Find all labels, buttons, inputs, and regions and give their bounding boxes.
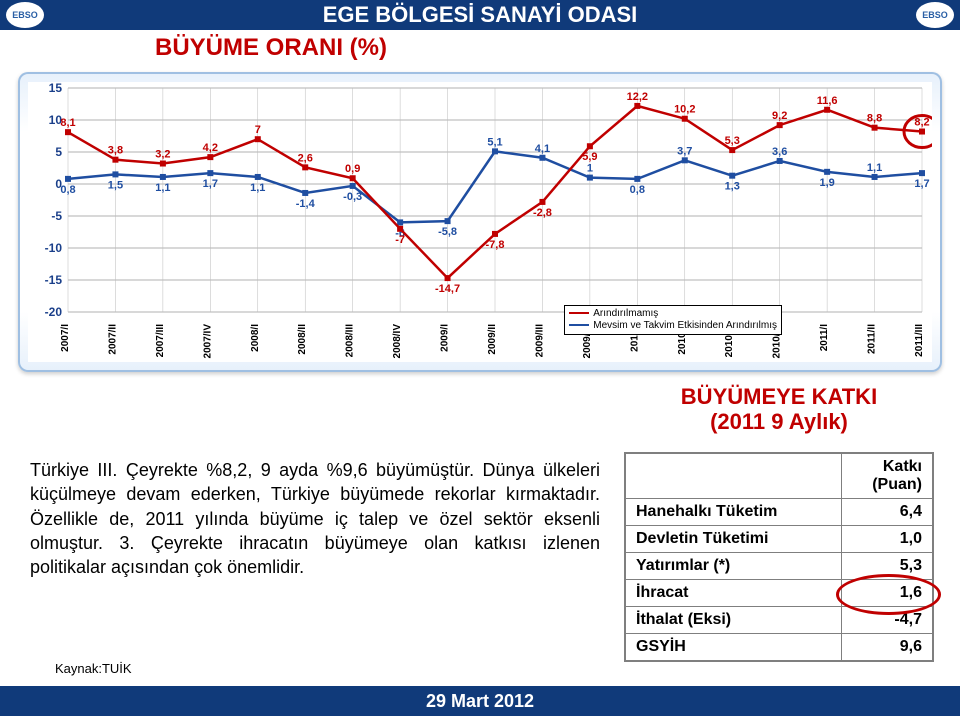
svg-text:2011/III: 2011/III bbox=[914, 324, 925, 357]
svg-text:1,1: 1,1 bbox=[155, 182, 170, 194]
svg-text:2008/I: 2008/I bbox=[250, 324, 261, 352]
svg-text:-20: -20 bbox=[45, 305, 63, 319]
page-subtitle: BÜYÜME ORANI (%) bbox=[155, 34, 387, 62]
contribution-table: Katkı (Puan)Hanehalkı Tüketim6,4Devletin… bbox=[624, 452, 934, 662]
logo-left: EBSO bbox=[6, 2, 44, 28]
svg-text:-15: -15 bbox=[45, 273, 63, 287]
table-cell-label: Yatırımlar (*) bbox=[625, 553, 842, 580]
svg-text:15: 15 bbox=[49, 82, 63, 95]
svg-text:-7: -7 bbox=[395, 234, 405, 246]
svg-text:1,9: 1,9 bbox=[819, 177, 834, 189]
legend-label-2: Mevsim ve Takvim Etkisinden Arındırılmış bbox=[593, 320, 777, 331]
svg-text:-1,4: -1,4 bbox=[296, 198, 316, 210]
svg-text:-5,8: -5,8 bbox=[438, 226, 457, 238]
svg-text:4,2: 4,2 bbox=[203, 142, 218, 154]
source-label: Kaynak:TUİK bbox=[55, 661, 132, 676]
table-cell-value: 9,6 bbox=[842, 634, 934, 662]
svg-text:7: 7 bbox=[255, 124, 261, 136]
svg-text:3,2: 3,2 bbox=[155, 149, 170, 161]
svg-text:8,8: 8,8 bbox=[867, 113, 882, 125]
footer-date: 29 Mart 2012 bbox=[426, 691, 534, 711]
svg-text:1: 1 bbox=[587, 163, 593, 175]
svg-text:2007/I: 2007/I bbox=[60, 324, 71, 352]
svg-text:5,3: 5,3 bbox=[725, 135, 740, 147]
svg-text:2,6: 2,6 bbox=[298, 152, 313, 164]
legend-series-1: Arındırılmamış bbox=[569, 308, 777, 320]
svg-text:1,1: 1,1 bbox=[867, 162, 882, 174]
svg-text:9,2: 9,2 bbox=[772, 110, 787, 122]
table-row: Katkı (Puan) bbox=[625, 453, 933, 499]
table-cell-label: İthalat (Eksi) bbox=[625, 607, 842, 634]
svg-text:2007/IV: 2007/IV bbox=[202, 324, 213, 359]
table-cell-label: Devletin Tüketimi bbox=[625, 526, 842, 553]
table-row: Hanehalkı Tüketim6,4 bbox=[625, 499, 933, 526]
table-row: GSYİH9,6 bbox=[625, 634, 933, 662]
svg-text:11,6: 11,6 bbox=[817, 95, 838, 107]
svg-text:2007/II: 2007/II bbox=[107, 324, 118, 355]
svg-text:-7,8: -7,8 bbox=[486, 239, 505, 251]
table-row: Devletin Tüketimi1,0 bbox=[625, 526, 933, 553]
svg-text:-14,7: -14,7 bbox=[435, 283, 460, 295]
table-cell-label: GSYİH bbox=[625, 634, 842, 662]
table-cell-value: 1,0 bbox=[842, 526, 934, 553]
svg-text:-2,8: -2,8 bbox=[533, 207, 552, 219]
svg-text:1,1: 1,1 bbox=[250, 182, 265, 194]
body-text: Türkiye III. Çeyrekte %8,2, 9 ayda %9,6 … bbox=[30, 458, 600, 579]
table-cell-label: Hanehalkı Tüketim bbox=[625, 499, 842, 526]
contribution-title-2: (2011 9 Aylık) bbox=[624, 409, 934, 434]
svg-text:-5: -5 bbox=[51, 209, 62, 223]
logo-right: EBSO bbox=[916, 2, 954, 28]
line-chart: -20-15-10-50510152007/I2007/II2007/III20… bbox=[28, 82, 932, 362]
svg-text:2008/IV: 2008/IV bbox=[392, 324, 403, 359]
svg-text:1,5: 1,5 bbox=[108, 179, 123, 191]
svg-text:2007/III: 2007/III bbox=[155, 324, 166, 358]
highlight-circle-icon bbox=[836, 574, 942, 615]
svg-text:2009/I: 2009/I bbox=[440, 324, 451, 352]
svg-text:-0,3: -0,3 bbox=[343, 191, 362, 203]
footer-bar: 29 Mart 2012 bbox=[0, 686, 960, 716]
contribution-title-1: BÜYÜMEYE KATKI bbox=[624, 384, 934, 409]
svg-text:5: 5 bbox=[55, 145, 62, 159]
table-header-empty bbox=[625, 453, 842, 499]
chart-legend: Arındırılmamış Mevsim ve Takvim Etkisind… bbox=[564, 305, 782, 335]
svg-text:2009/III: 2009/III bbox=[534, 324, 545, 358]
svg-text:2011/I: 2011/I bbox=[819, 324, 830, 351]
table-cell-value: 6,4 bbox=[842, 499, 934, 526]
svg-text:4,1: 4,1 bbox=[535, 143, 550, 155]
legend-label-1: Arındırılmamış bbox=[593, 308, 658, 319]
contribution-header: BÜYÜMEYE KATKI (2011 9 Aylık) bbox=[624, 384, 934, 435]
svg-text:8,2: 8,2 bbox=[914, 117, 929, 129]
svg-text:3,7: 3,7 bbox=[677, 145, 692, 157]
legend-series-2: Mevsim ve Takvim Etkisinden Arındırılmış bbox=[569, 320, 777, 332]
table-header-value: Katkı (Puan) bbox=[842, 453, 934, 499]
svg-text:10,2: 10,2 bbox=[674, 104, 695, 116]
svg-text:2011/II: 2011/II bbox=[867, 324, 878, 354]
chart-inner: -20-15-10-50510152007/I2007/II2007/III20… bbox=[28, 82, 932, 362]
svg-text:0,8: 0,8 bbox=[630, 184, 645, 196]
svg-text:-10: -10 bbox=[45, 241, 63, 255]
header-bar: EBSO EGE BÖLGESİ SANAYİ ODASI EBSO bbox=[0, 0, 960, 30]
svg-text:5,1: 5,1 bbox=[487, 136, 502, 148]
svg-text:1,7: 1,7 bbox=[914, 178, 929, 190]
svg-text:3,8: 3,8 bbox=[108, 145, 123, 157]
svg-text:2008/III: 2008/III bbox=[345, 324, 356, 358]
svg-text:1,3: 1,3 bbox=[725, 181, 740, 193]
header-title: EGE BÖLGESİ SANAYİ ODASI bbox=[323, 2, 638, 27]
svg-text:12,2: 12,2 bbox=[627, 91, 648, 103]
svg-text:0,8: 0,8 bbox=[60, 184, 75, 196]
svg-text:1,7: 1,7 bbox=[203, 178, 218, 190]
table-cell-label: İhracat bbox=[625, 580, 842, 607]
chart-frame: -20-15-10-50510152007/I2007/II2007/III20… bbox=[18, 72, 942, 372]
svg-text:8,1: 8,1 bbox=[60, 117, 75, 129]
svg-text:2009/II: 2009/II bbox=[487, 324, 498, 355]
svg-text:0,9: 0,9 bbox=[345, 163, 360, 175]
svg-text:5,9: 5,9 bbox=[582, 151, 597, 163]
svg-text:2008/II: 2008/II bbox=[297, 324, 308, 355]
svg-text:3,6: 3,6 bbox=[772, 146, 787, 158]
